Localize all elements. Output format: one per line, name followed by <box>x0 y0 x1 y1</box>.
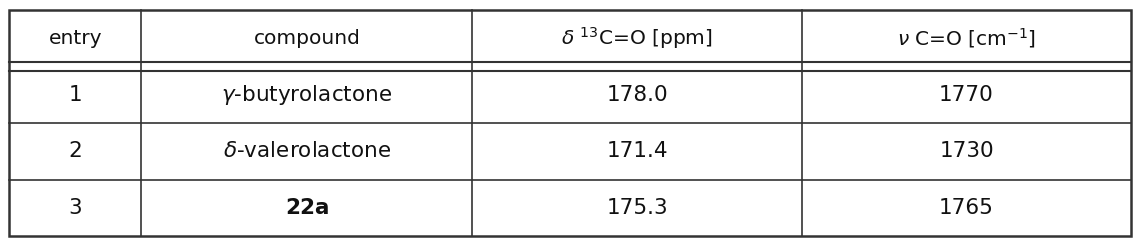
Text: $\delta$-valerolactone: $\delta$-valerolactone <box>222 141 391 161</box>
Text: 1770: 1770 <box>939 85 994 105</box>
Text: 2: 2 <box>68 141 82 161</box>
Text: 175.3: 175.3 <box>606 198 668 218</box>
Text: 1: 1 <box>68 85 82 105</box>
Text: 178.0: 178.0 <box>606 85 668 105</box>
Text: 1730: 1730 <box>939 141 994 161</box>
Text: $\delta$ $^{13}$C=O [ppm]: $\delta$ $^{13}$C=O [ppm] <box>562 25 714 51</box>
Text: 3: 3 <box>68 198 82 218</box>
Text: compound: compound <box>253 29 360 48</box>
Text: $\bf{22a}$: $\bf{22a}$ <box>285 198 329 218</box>
Text: 171.4: 171.4 <box>606 141 668 161</box>
Text: 1765: 1765 <box>939 198 994 218</box>
Text: $\gamma$-butyrolactone: $\gamma$-butyrolactone <box>221 83 392 107</box>
Text: entry: entry <box>49 29 103 48</box>
Text: $\nu$ C=O [cm$^{-1}$]: $\nu$ C=O [cm$^{-1}$] <box>897 26 1036 50</box>
